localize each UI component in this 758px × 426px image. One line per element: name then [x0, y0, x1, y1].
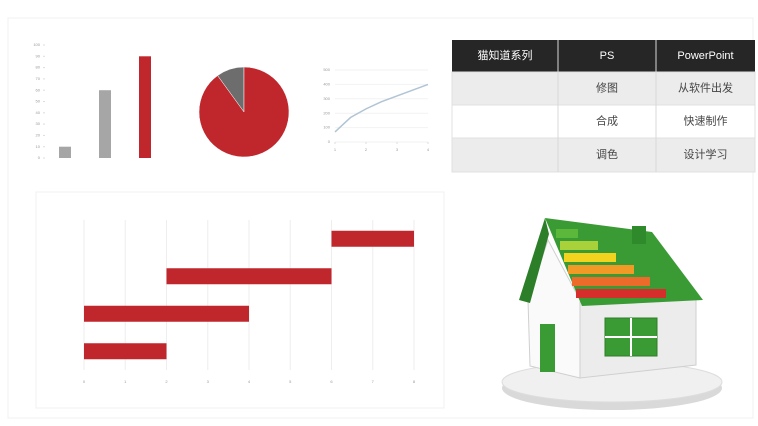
table-cell: 快速制作: [684, 114, 728, 127]
y-tick-label: 300: [323, 96, 330, 101]
bar: [139, 56, 151, 158]
bar: [331, 230, 414, 247]
bar: [84, 305, 249, 322]
table-row-bg: [451, 137, 756, 173]
x-tick-label: 2: [165, 379, 168, 384]
door: [540, 324, 555, 372]
table-cell: 修图: [596, 80, 618, 94]
y-tick-label: 80: [36, 65, 41, 70]
y-tick-label: 30: [36, 121, 41, 126]
y-tick-label: 10: [36, 144, 41, 149]
gantt-panel: [35, 191, 445, 409]
y-tick-label: 90: [36, 53, 41, 58]
bar: [99, 90, 111, 158]
y-tick-label: 0: [328, 139, 331, 144]
x-tick-label: 3: [396, 147, 399, 152]
y-tick-label: 60: [36, 87, 41, 92]
y-tick-label: 100: [323, 125, 330, 130]
y-tick-label: 0: [38, 155, 41, 160]
energy-bar: [572, 277, 650, 286]
y-tick-label: 40: [36, 110, 41, 115]
x-tick-label: 0: [83, 379, 86, 384]
table-header-cell: PS: [600, 50, 615, 62]
table-header-bg: [452, 40, 755, 72]
energy-bar: [556, 229, 578, 238]
y-tick-label: 70: [36, 76, 41, 81]
x-tick-label: 1: [124, 379, 127, 384]
bar: [59, 146, 71, 158]
x-tick-label: 8: [413, 379, 416, 384]
energy-bar: [576, 289, 666, 298]
table-cell: 调色: [596, 147, 618, 161]
line: [334, 83, 429, 133]
y-tick-label: 400: [323, 81, 330, 86]
y-tick-label: 20: [36, 132, 41, 137]
x-tick-label: 4: [427, 147, 430, 152]
x-tick-label: 1: [334, 147, 337, 152]
pie-slice: [198, 66, 290, 158]
x-tick-label: 6: [330, 379, 333, 384]
energy-bar: [568, 265, 634, 274]
x-tick-label: 3: [207, 379, 210, 384]
bar: [84, 343, 167, 360]
x-tick-label: 7: [372, 379, 375, 384]
y-tick-label: 200: [323, 110, 330, 115]
energy-bar: [560, 241, 598, 250]
x-tick-label: 5: [289, 379, 292, 384]
roof-edge: [519, 218, 549, 303]
x-tick-label: 2: [365, 147, 368, 152]
house-illustration: [501, 218, 723, 410]
table-cell: 设计学习: [684, 147, 728, 161]
y-tick-label: 100: [33, 42, 40, 47]
chimney: [632, 226, 646, 244]
energy-bar: [564, 253, 616, 262]
table-row-bg: [451, 104, 756, 139]
table-header-cell: PowerPoint: [677, 50, 733, 62]
x-tick-label: 4: [248, 379, 251, 384]
y-tick-label: 50: [36, 99, 41, 104]
table-header-cell: 猫知道系列: [478, 48, 533, 62]
table-cell: 合成: [596, 113, 618, 127]
y-tick-label: 500: [323, 67, 330, 72]
bar: [166, 268, 332, 285]
table-cell: 从软件出发: [678, 80, 733, 94]
table-row-bg: [451, 71, 756, 106]
